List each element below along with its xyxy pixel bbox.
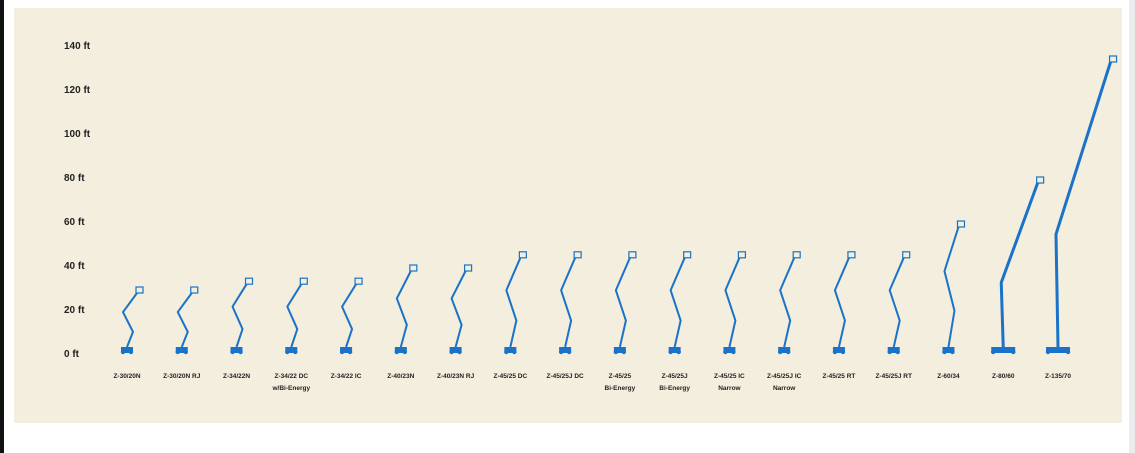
x-tick-label: Z-80/60 [992,373,1015,380]
lift-bar [777,251,801,355]
lift-bar [887,251,911,355]
x-tick-label: Z-45/25 IC [714,373,745,380]
y-tick-label: 20 ft [64,305,85,316]
lift-bar [723,251,747,355]
x-tick-sublabel: w/Bi-Energy [272,385,311,392]
lift-bar [942,220,966,355]
lift-bar [668,251,692,355]
x-tick-label: Z-30/20N RJ [163,373,201,380]
x-tick-label: Z-45/25 [609,373,632,380]
x-tick-label: Z-45/25J DC [547,373,585,380]
lift-bar [558,251,582,355]
x-tick-sublabel: Bi-Energy [605,385,636,392]
lift-bar [339,277,363,355]
x-tick-label: Z-34/22 IC [331,373,362,380]
y-tick-label: 40 ft [64,261,85,272]
y-tick-label: 0 ft [64,349,80,360]
lift-bar [613,251,637,355]
lift-bar [991,176,1045,355]
x-tick-label: Z-45/25J [662,373,688,380]
lift-bar [285,277,308,355]
lift-bar [120,286,144,355]
y-tick-label: 60 ft [64,217,85,228]
lift-bar [175,286,199,355]
y-tick-label: 140 ft [64,41,91,52]
lift-bar [230,277,254,355]
lift-bar [832,251,856,355]
lift-bar [394,264,418,355]
x-tick-label: Z-40/23N RJ [437,373,475,380]
lift-bar [1045,55,1118,355]
x-tick-sublabel: Narrow [718,385,741,392]
x-tick-label: Z-34/22 DC [274,373,308,380]
y-tick-label: 100 ft [64,129,91,140]
x-tick-label: Z-40/23N [387,373,414,380]
x-tick-label: Z-45/25J IC [767,373,802,380]
y-tick-label: 120 ft [64,85,91,96]
lift-bar [504,251,527,355]
x-tick-label: Z-45/25 RT [823,373,856,380]
x-tick-sublabel: Narrow [773,385,796,392]
y-tick-label: 80 ft [64,173,85,184]
x-tick-sublabel: Bi-Energy [659,385,690,392]
x-tick-label: Z-30/20N [113,373,140,380]
x-tick-label: Z-45/25J RT [875,373,912,380]
x-tick-label: Z-135/70 [1045,373,1071,380]
window-right-edge [1129,0,1135,453]
x-tick-label: Z-45/25 DC [494,373,528,380]
x-tick-label: Z-60/34 [937,373,960,380]
window-left-edge [0,0,4,453]
x-tick-label: Z-34/22N [223,373,250,380]
lift-bar [449,264,473,355]
